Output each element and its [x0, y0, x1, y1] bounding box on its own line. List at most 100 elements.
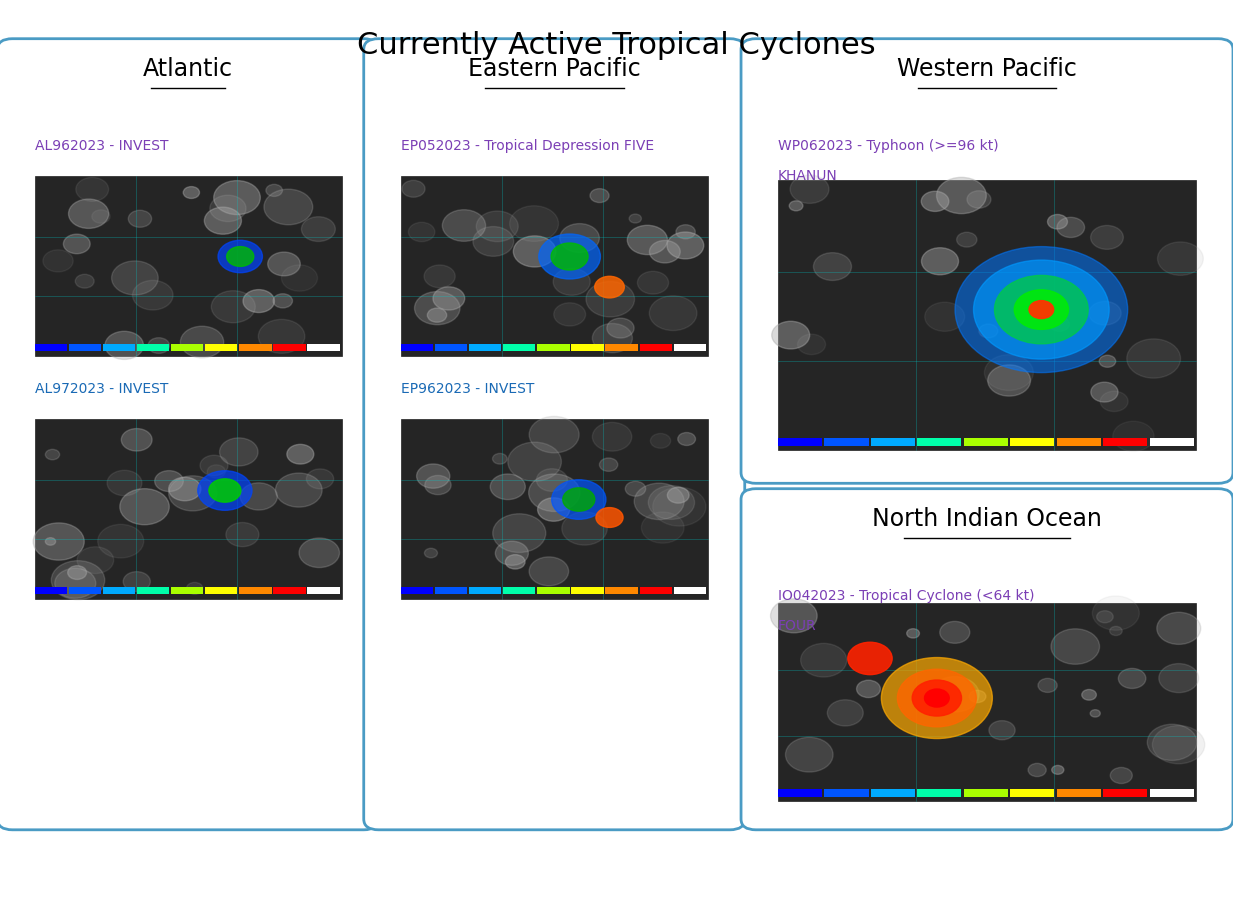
Bar [778, 180, 1196, 450]
Circle shape [956, 247, 1128, 373]
Circle shape [921, 192, 949, 211]
Circle shape [969, 690, 986, 703]
Circle shape [586, 282, 635, 317]
Bar [1104, 438, 1147, 446]
Bar [870, 789, 915, 796]
Bar [1104, 789, 1147, 796]
Bar [205, 587, 238, 594]
Circle shape [306, 469, 334, 489]
Circle shape [417, 464, 450, 488]
FancyBboxPatch shape [741, 489, 1233, 830]
Circle shape [678, 433, 695, 446]
Circle shape [496, 541, 529, 565]
Bar [401, 418, 708, 598]
Circle shape [536, 469, 567, 491]
Circle shape [63, 234, 90, 254]
Circle shape [281, 265, 318, 292]
Circle shape [1051, 629, 1100, 664]
Circle shape [974, 260, 1110, 359]
Circle shape [211, 291, 255, 323]
Circle shape [243, 290, 275, 312]
Circle shape [424, 265, 455, 288]
Circle shape [46, 449, 59, 460]
Bar [1057, 438, 1101, 446]
Circle shape [637, 271, 668, 294]
Circle shape [789, 201, 803, 211]
Circle shape [1090, 710, 1100, 717]
Bar [778, 789, 822, 796]
Bar [435, 344, 467, 351]
Circle shape [1028, 763, 1047, 777]
Circle shape [264, 189, 313, 225]
Bar [503, 344, 535, 351]
Circle shape [219, 438, 258, 466]
Circle shape [491, 474, 525, 500]
FancyBboxPatch shape [9, 69, 1224, 109]
Bar [274, 587, 306, 594]
Circle shape [529, 474, 580, 511]
Text: AL962023 - INVEST: AL962023 - INVEST [35, 139, 168, 153]
Bar [35, 176, 342, 356]
Circle shape [649, 486, 694, 519]
Circle shape [667, 487, 689, 503]
Circle shape [562, 488, 594, 511]
Circle shape [1158, 242, 1203, 275]
Circle shape [857, 680, 880, 698]
Circle shape [967, 191, 991, 208]
Circle shape [1091, 382, 1118, 402]
Bar [1010, 438, 1054, 446]
Circle shape [76, 547, 113, 573]
Bar [35, 587, 67, 594]
Circle shape [1118, 669, 1145, 689]
Circle shape [1048, 214, 1068, 229]
Circle shape [925, 689, 949, 707]
Bar [917, 789, 962, 796]
Circle shape [112, 261, 158, 295]
Circle shape [275, 473, 322, 507]
Circle shape [493, 514, 546, 553]
Circle shape [107, 471, 142, 496]
Circle shape [218, 240, 263, 273]
Text: EP962023 - INVEST: EP962023 - INVEST [401, 382, 534, 396]
Circle shape [208, 479, 240, 502]
Circle shape [1057, 217, 1085, 238]
Circle shape [940, 621, 970, 644]
Circle shape [54, 568, 96, 598]
Text: Currently Active Tropical Cyclones: Currently Active Tropical Cyclones [358, 32, 875, 60]
Circle shape [628, 225, 667, 255]
Circle shape [591, 189, 609, 202]
Text: IO042023 - Tropical Cyclone (<64 kt): IO042023 - Tropical Cyclone (<64 kt) [778, 589, 1034, 603]
Bar [102, 344, 136, 351]
Circle shape [132, 281, 173, 310]
Circle shape [414, 292, 460, 325]
Circle shape [508, 442, 561, 482]
Circle shape [210, 195, 247, 221]
Circle shape [979, 324, 997, 338]
Circle shape [227, 247, 254, 266]
Circle shape [848, 643, 893, 675]
FancyBboxPatch shape [741, 39, 1233, 483]
Circle shape [1091, 226, 1123, 249]
Circle shape [1030, 301, 1054, 319]
Circle shape [43, 250, 73, 272]
Circle shape [771, 598, 817, 633]
Circle shape [301, 217, 335, 241]
Circle shape [207, 464, 226, 478]
Circle shape [1049, 317, 1069, 331]
Circle shape [1052, 765, 1064, 774]
Bar [778, 438, 822, 446]
Circle shape [539, 234, 600, 279]
Circle shape [634, 483, 684, 519]
Bar [503, 587, 535, 594]
Bar [401, 587, 433, 594]
Circle shape [538, 498, 570, 521]
Bar [137, 587, 169, 594]
Bar [870, 438, 915, 446]
Bar [239, 344, 271, 351]
Bar [640, 344, 672, 351]
Circle shape [300, 538, 339, 568]
Circle shape [213, 181, 260, 214]
Circle shape [425, 475, 451, 495]
Circle shape [180, 326, 223, 358]
Circle shape [1100, 392, 1128, 411]
